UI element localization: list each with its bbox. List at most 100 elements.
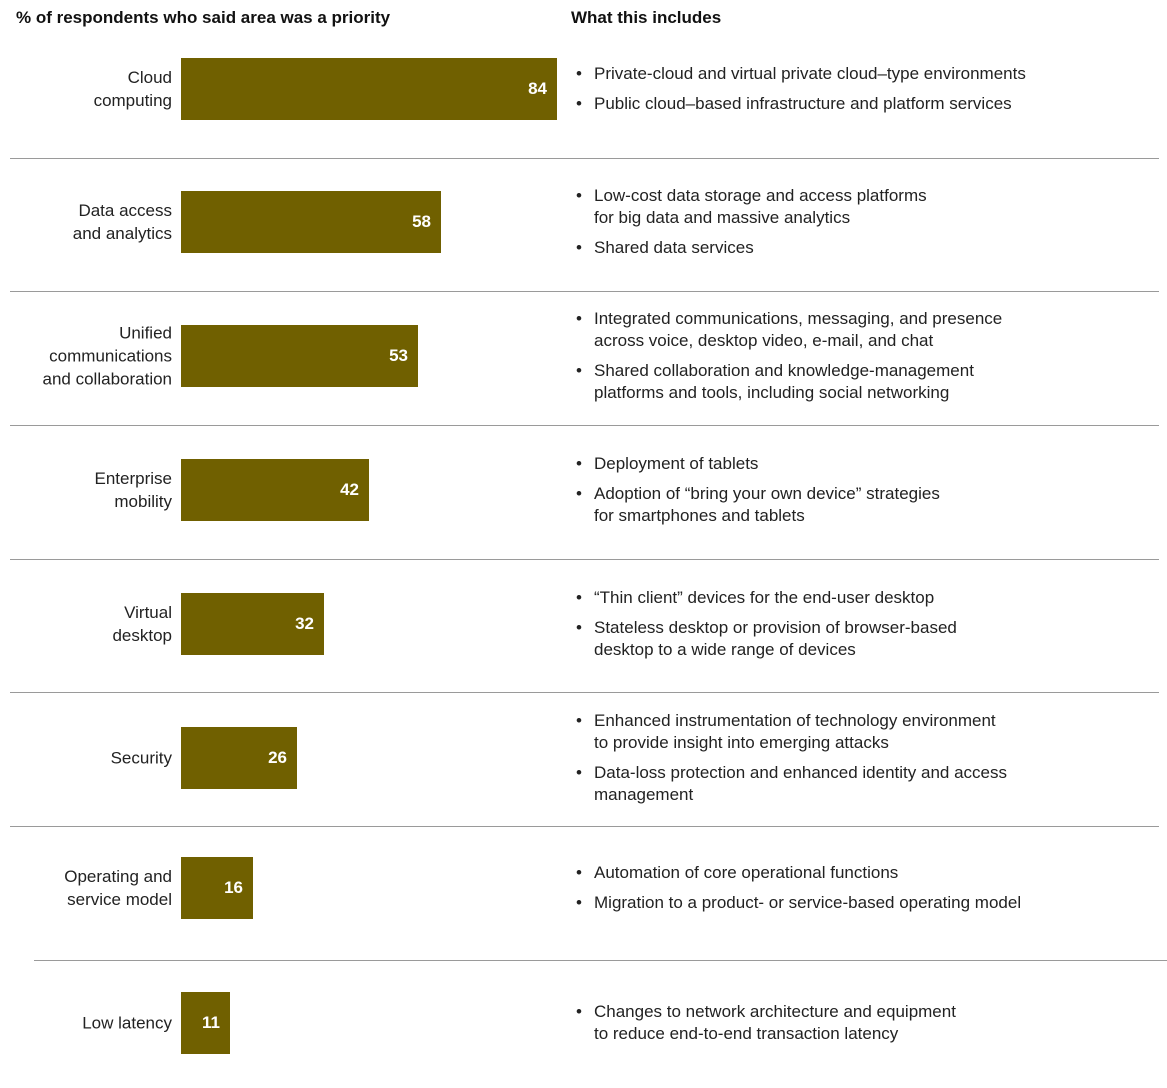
- category-label: Unified communications and collaboration: [0, 322, 172, 391]
- row-divider: [34, 960, 1167, 961]
- description-line: to reduce end-to-end transaction latency: [594, 1024, 899, 1043]
- description-line: Public cloud–based infrastructure and pl…: [594, 94, 1012, 113]
- description-list: “Thin client” devices for the end-user d…: [574, 587, 1159, 661]
- row-divider: [10, 559, 1159, 560]
- description-line: Stateless desktop or provision of browse…: [594, 618, 957, 637]
- description-bullet: Stateless desktop or provision of browse…: [574, 617, 1159, 661]
- description-line: across voice, desktop video, e-mail, and…: [594, 331, 934, 350]
- category-label: Operating and service model: [0, 865, 172, 911]
- description-bullet: Low-cost data storage and access platfor…: [574, 185, 1159, 229]
- description-line: Low-cost data storage and access platfor…: [594, 186, 927, 205]
- category-label: Virtual desktop: [0, 601, 172, 647]
- bar-value-label: 84: [528, 79, 547, 98]
- category-label-line: Low latency: [82, 1013, 172, 1033]
- description-line: Changes to network architecture and equi…: [594, 1002, 956, 1021]
- description-list: Low-cost data storage and access platfor…: [574, 185, 1159, 259]
- description-line: for big data and massive analytics: [594, 208, 851, 227]
- bar: 11: [181, 992, 230, 1054]
- category-label-line: and analytics: [72, 224, 172, 243]
- chart-row: Security 26 Enhanced instrumentation of te…: [0, 693, 1167, 823]
- bar: 16: [181, 857, 253, 919]
- description-bullet: Migration to a product- or service-based…: [574, 892, 1159, 914]
- bar: 42: [181, 459, 369, 521]
- bar: 58: [181, 191, 441, 253]
- description-line: Migration to a product- or service-based…: [594, 893, 1022, 912]
- description-bullet: Shared data services: [574, 237, 1159, 259]
- description-line: Shared collaboration and knowledge-manag…: [594, 361, 974, 380]
- category-label-line: communications: [49, 346, 172, 366]
- category-label: Data access and analytics: [0, 199, 172, 245]
- bar: 84: [181, 58, 557, 120]
- chart-title: % of respondents who said area was a pri…: [16, 8, 391, 27]
- description-bullet: Integrated communications, messaging, an…: [574, 308, 1159, 352]
- description-list: Private-cloud and virtual private cloud–…: [574, 63, 1159, 115]
- description-list: Integrated communications, messaging, an…: [574, 308, 1159, 404]
- bar: 32: [181, 593, 324, 655]
- chart-row: Unified communications and collaboration 53…: [0, 291, 1167, 421]
- description-line: to provide insight into emerging attacks: [594, 733, 889, 752]
- category-label: Enterprise mobility: [0, 467, 172, 513]
- bar-value-label: 58: [412, 212, 431, 231]
- category-label-line: mobility: [114, 492, 172, 511]
- row-divider: [10, 158, 1159, 159]
- description-line: Private-cloud and virtual private cloud–…: [594, 64, 1026, 83]
- description-bullet: Private-cloud and virtual private cloud–…: [574, 63, 1159, 85]
- bar-value-label: 16: [224, 878, 243, 897]
- category-label-line: Virtual: [124, 603, 172, 622]
- chart-row: Virtual desktop 32 “Thin client” devices fo…: [0, 559, 1167, 689]
- category-label: Low latency: [0, 1012, 172, 1035]
- bar-value-label: 32: [295, 614, 314, 633]
- bar: 26: [181, 727, 297, 789]
- category-label-line: Data access: [78, 201, 172, 220]
- category-label: Security: [0, 747, 172, 770]
- bar-value-label: 53: [389, 346, 408, 365]
- category-label-line: Unified: [119, 323, 172, 343]
- chart-row: Low latency 11 Changes to network architec…: [0, 958, 1167, 1088]
- description-line: Enhanced instrumentation of technology e…: [594, 711, 996, 730]
- bar-value-label: 26: [268, 748, 287, 767]
- description-column-header: What this includes: [571, 8, 722, 27]
- category-label-line: Enterprise: [94, 469, 172, 488]
- description-bullet: Automation of core operational functions: [574, 862, 1159, 884]
- description-list: Deployment of tablets Adoption of “bring …: [574, 453, 1159, 527]
- description-bullet: Data-loss protection and enhanced identi…: [574, 762, 1159, 806]
- category-label-line: computing: [93, 91, 172, 110]
- description-line: desktop to a wide range of devices: [594, 640, 856, 659]
- category-label: Cloud computing: [0, 66, 172, 112]
- description-line: Deployment of tablets: [594, 454, 759, 473]
- description-line: platforms and tools, including social ne…: [594, 383, 950, 402]
- chart-row: Data access and analytics 58 Low-cost data …: [0, 157, 1167, 287]
- category-label-line: Security: [110, 748, 172, 768]
- description-bullet: Changes to network architecture and equi…: [574, 1001, 1159, 1045]
- description-list: Enhanced instrumentation of technology e…: [574, 710, 1159, 806]
- description-line: Adoption of “bring your own device” stra…: [594, 484, 940, 503]
- row-divider: [10, 692, 1159, 693]
- category-label-line: service model: [67, 890, 172, 909]
- description-line: Automation of core operational functions: [594, 863, 899, 882]
- description-line: for smartphones and tablets: [594, 506, 805, 525]
- row-divider: [10, 291, 1159, 292]
- row-divider: [10, 425, 1159, 426]
- description-list: Changes to network architecture and equi…: [574, 1001, 1159, 1045]
- chart-row: Cloud computing 84 Private-cloud and virtua…: [0, 24, 1167, 154]
- chart-row: Operating and service model 16 Automation o…: [0, 823, 1167, 953]
- category-label-line: Operating and: [64, 867, 172, 886]
- description-bullet: Adoption of “bring your own device” stra…: [574, 483, 1159, 527]
- chart-row: Enterprise mobility 42 Deployment of tablet…: [0, 425, 1167, 555]
- description-bullet: Deployment of tablets: [574, 453, 1159, 475]
- description-bullet: Shared collaboration and knowledge-manag…: [574, 360, 1159, 404]
- category-label-line: desktop: [112, 626, 172, 645]
- description-bullet: Enhanced instrumentation of technology e…: [574, 710, 1159, 754]
- description-list: Automation of core operational functions…: [574, 862, 1159, 914]
- description-line: management: [594, 785, 694, 804]
- category-label-line: Cloud: [127, 68, 172, 87]
- description-line: Integrated communications, messaging, an…: [594, 309, 1003, 328]
- description-line: “Thin client” devices for the end-user d…: [594, 588, 935, 607]
- description-bullet: “Thin client” devices for the end-user d…: [574, 587, 1159, 609]
- bar-value-label: 42: [340, 480, 359, 499]
- description-line: Data-loss protection and enhanced identi…: [594, 763, 1007, 782]
- category-label-line: and collaboration: [42, 369, 172, 389]
- row-divider: [10, 826, 1159, 827]
- description-bullet: Public cloud–based infrastructure and pl…: [574, 93, 1159, 115]
- description-line: Shared data services: [594, 238, 754, 257]
